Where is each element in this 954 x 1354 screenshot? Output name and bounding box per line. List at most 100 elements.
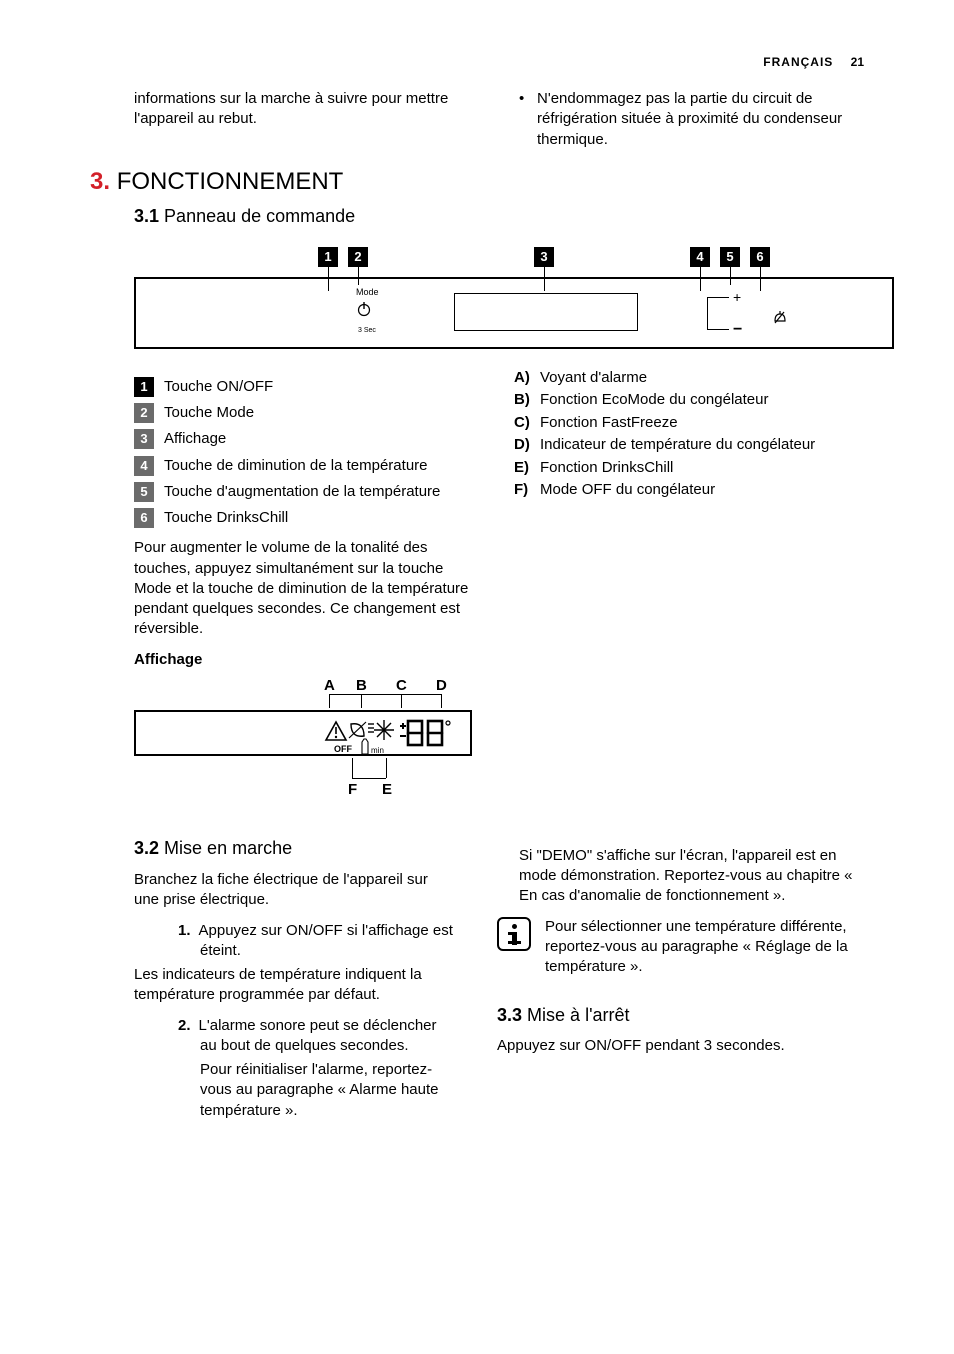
callout-4: 4 — [690, 247, 710, 267]
text-b: Fonction EcoMode du congélateur — [540, 389, 768, 412]
info-icon — [497, 917, 531, 951]
key-f: F) — [514, 479, 540, 502]
subsection-3-3-title: Mise à l'arrêt — [527, 1005, 629, 1025]
legend-2-text: Touche Mode — [164, 403, 254, 423]
legend-3-text: Affichage — [164, 429, 226, 449]
badge-2: 2 — [134, 403, 154, 423]
key-b: B) — [514, 389, 540, 412]
minus-icon: − — [733, 321, 742, 339]
subsection-3-3-number: 3.3 — [497, 1005, 522, 1025]
intro-left: informations sur la marche à suivre pour… — [90, 89, 479, 150]
disp-min-text: min — [371, 746, 384, 755]
step-1-num: 1. — [178, 922, 191, 939]
intro-right: • N'endommagez pas la partie du circuit … — [519, 89, 864, 150]
step-1: 1. Appuyez sur ON/OFF si l'affichage est … — [134, 921, 457, 962]
key-d: D) — [514, 434, 540, 457]
tonality-paragraph: Pour augmenter le volume de la tonalité … — [134, 538, 474, 639]
panel-mode-label: Mode — [356, 287, 379, 297]
plus-icon: + — [733, 289, 741, 305]
callout-6: 6 — [750, 247, 770, 267]
subsection-3-2-heading: 3.2 Mise en marche — [134, 836, 457, 860]
step-1-text: Appuyez sur ON/OFF si l'affichage est ét… — [199, 922, 453, 959]
legend-left: 1Touche ON/OFF 2 Touche Mode 3 Affichage 4… — [90, 367, 474, 796]
lead-line — [386, 758, 387, 778]
lead-line — [329, 694, 330, 708]
intro-right-text: N'endommagez pas la partie du circuit de… — [537, 89, 864, 150]
legend-right: A)Voyant d'alarme B)Fonction EcoMode du … — [514, 367, 864, 796]
power-icon — [356, 301, 372, 322]
p32-after1: Les indicateurs de température indiquent… — [134, 965, 457, 1006]
key-c: C) — [514, 412, 540, 435]
subsection-3-3-heading: 3.3 Mise à l'arrêt — [497, 1003, 864, 1027]
lead-line — [707, 297, 708, 329]
badge-1: 1 — [134, 377, 154, 397]
section-3-title: FONCTIONNEMENT — [117, 168, 344, 195]
bullet-icon: • — [519, 89, 537, 150]
p32-intro: Branchez la fiche électrique de l'appare… — [134, 870, 457, 911]
disp-off-text: OFF — [334, 744, 352, 754]
list-item: 2 Touche Mode — [134, 403, 474, 423]
list-item: 3 Affichage — [134, 429, 474, 449]
list-item: 5 Touche d'augmentation de la température — [134, 482, 474, 502]
callout-5: 5 — [720, 247, 740, 267]
header-language: FRANÇAIS — [763, 55, 833, 69]
list-item: 1Touche ON/OFF — [134, 377, 474, 397]
key-a: A) — [514, 367, 540, 390]
panel-display-box — [454, 293, 638, 331]
panel-3sec-label: 3 Sec — [358, 327, 376, 334]
list-item: B)Fonction EcoMode du congélateur — [514, 389, 864, 412]
step-2-num: 2. — [178, 1017, 191, 1034]
text-d: Indicateur de température du congélateur — [540, 434, 815, 457]
list-item: D)Indicateur de température du congélate… — [514, 434, 864, 457]
affichage-label: Affichage — [134, 650, 474, 670]
step-2-text: L'alarme sonore peut se déclencher au bo… — [199, 1017, 437, 1054]
lead-line — [361, 694, 362, 708]
bottom-columns: 3.2 Mise en marche Branchez la fiche éle… — [90, 806, 864, 1121]
p32-demo: Si "DEMO" s'affiche sur l'écran, l'appar… — [497, 846, 864, 907]
list-item: E)Fonction DrinksChill — [514, 457, 864, 480]
legend-6-text: Touche DrinksChill — [164, 508, 288, 528]
disp-letter-f: F — [348, 780, 357, 800]
info-text: Pour sélectionner une température différ… — [545, 917, 864, 978]
lead-line — [352, 758, 353, 778]
lead-line — [441, 694, 442, 708]
control-panel-diagram: Mode 3 Sec + − — [134, 277, 894, 349]
letter-legend: A)Voyant d'alarme B)Fonction EcoMode du … — [514, 367, 864, 502]
lead-line — [707, 297, 729, 298]
subsection-3-1-number: 3.1 — [134, 206, 159, 226]
list-item: C)Fonction FastFreeze — [514, 412, 864, 435]
callout-3: 3 — [534, 247, 554, 267]
display-diagram: A B C D — [134, 676, 474, 796]
step-2-cont: Pour réinitialiser l'alarme, reportez-vo… — [134, 1060, 457, 1121]
callout-1: 1 — [318, 247, 338, 267]
numbered-legend: 1Touche ON/OFF 2 Touche Mode 3 Affichage 4… — [134, 377, 474, 529]
list-item: 6Touche DrinksChill — [134, 508, 474, 528]
lead-line — [707, 329, 729, 330]
lead-line — [352, 778, 386, 779]
subsection-3-2-title: Mise en marche — [164, 838, 292, 858]
legend-5-text: Touche d'augmentation de la température — [164, 482, 440, 502]
step-2: 2. L'alarme sonore peut se déclencher au … — [134, 1016, 457, 1057]
page-header: FRANÇAIS 21 — [90, 55, 864, 69]
info-note: Pour sélectionner une température différ… — [497, 917, 864, 978]
subsection-3-1-title: Panneau de commande — [164, 206, 355, 226]
header-page-number: 21 — [851, 55, 864, 69]
badge-5: 5 — [134, 482, 154, 502]
legend-4-text: Touche de diminution de la température — [164, 456, 428, 476]
bottom-right: Si "DEMO" s'affiche sur l'écran, l'appar… — [497, 806, 864, 1121]
panel-callout-row: 1 2 3 4 5 6 — [134, 247, 894, 277]
list-item: A)Voyant d'alarme — [514, 367, 864, 390]
badge-3: 3 — [134, 429, 154, 449]
list-item: F)Mode OFF du congélateur — [514, 479, 864, 502]
legend-columns: 1Touche ON/OFF 2 Touche Mode 3 Affichage 4… — [90, 367, 864, 796]
text-a: Voyant d'alarme — [540, 367, 647, 390]
lead-line — [329, 694, 441, 695]
callout-2: 2 — [348, 247, 368, 267]
badge-4: 4 — [134, 456, 154, 476]
display-icons: OFF min — [136, 712, 474, 758]
text-f: Mode OFF du congélateur — [540, 479, 715, 502]
section-3-number: 3. — [90, 168, 110, 195]
key-e: E) — [514, 457, 540, 480]
subsection-3-1-heading: 3.1 Panneau de commande — [134, 206, 864, 227]
list-item: 4 Touche de diminution de la température — [134, 456, 474, 476]
